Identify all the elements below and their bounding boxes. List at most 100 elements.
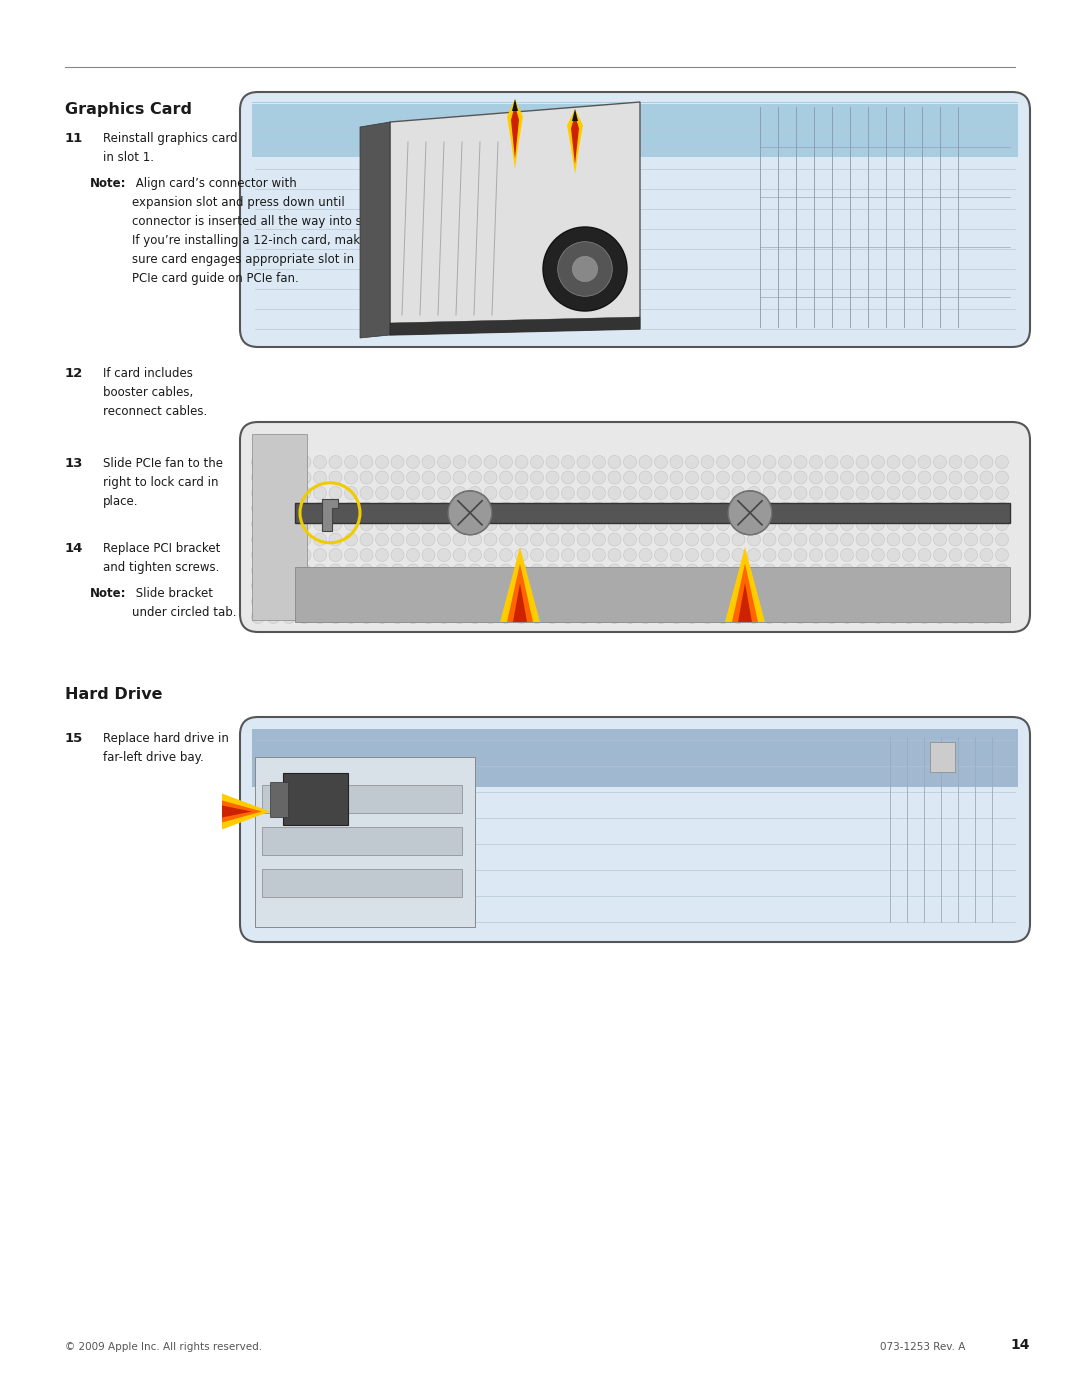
Circle shape <box>376 549 389 562</box>
Circle shape <box>546 549 559 562</box>
Circle shape <box>543 226 627 312</box>
Circle shape <box>593 564 606 577</box>
Circle shape <box>887 564 900 577</box>
Circle shape <box>747 610 760 623</box>
Polygon shape <box>507 563 534 622</box>
Circle shape <box>298 502 311 515</box>
Circle shape <box>406 580 419 592</box>
Circle shape <box>654 502 667 515</box>
Circle shape <box>887 595 900 608</box>
Circle shape <box>810 564 823 577</box>
Circle shape <box>593 595 606 608</box>
Circle shape <box>779 595 792 608</box>
Circle shape <box>716 549 729 562</box>
Circle shape <box>267 564 280 577</box>
Polygon shape <box>732 563 758 622</box>
Circle shape <box>779 486 792 500</box>
Circle shape <box>406 502 419 515</box>
Circle shape <box>933 534 946 546</box>
Circle shape <box>825 471 838 483</box>
Circle shape <box>840 595 853 608</box>
Circle shape <box>406 564 419 577</box>
Circle shape <box>515 595 528 608</box>
Circle shape <box>918 580 931 592</box>
Circle shape <box>391 534 404 546</box>
Circle shape <box>918 455 931 468</box>
Circle shape <box>283 564 296 577</box>
Circle shape <box>469 564 482 577</box>
Circle shape <box>593 517 606 531</box>
Circle shape <box>872 534 885 546</box>
Circle shape <box>577 564 590 577</box>
Circle shape <box>530 580 543 592</box>
Bar <box>252 434 307 620</box>
Circle shape <box>732 580 745 592</box>
Circle shape <box>903 502 916 515</box>
Circle shape <box>996 549 1009 562</box>
Circle shape <box>810 595 823 608</box>
Circle shape <box>810 471 823 483</box>
Circle shape <box>856 471 869 483</box>
Circle shape <box>484 580 497 592</box>
Circle shape <box>283 471 296 483</box>
Circle shape <box>360 486 373 500</box>
Circle shape <box>933 517 946 531</box>
Circle shape <box>577 595 590 608</box>
Circle shape <box>345 549 357 562</box>
Circle shape <box>762 595 777 608</box>
Circle shape <box>701 471 714 483</box>
Circle shape <box>933 595 946 608</box>
Circle shape <box>376 534 389 546</box>
Circle shape <box>949 549 962 562</box>
Circle shape <box>484 517 497 531</box>
Circle shape <box>918 564 931 577</box>
Circle shape <box>360 502 373 515</box>
Circle shape <box>298 564 311 577</box>
Circle shape <box>686 549 699 562</box>
Circle shape <box>298 610 311 623</box>
Circle shape <box>422 595 435 608</box>
Polygon shape <box>500 548 540 622</box>
Circle shape <box>654 517 667 531</box>
Circle shape <box>376 486 389 500</box>
Circle shape <box>903 471 916 483</box>
Circle shape <box>980 595 993 608</box>
Circle shape <box>794 534 807 546</box>
Circle shape <box>345 502 357 515</box>
Circle shape <box>546 471 559 483</box>
Circle shape <box>391 610 404 623</box>
Circle shape <box>252 455 265 468</box>
Circle shape <box>810 580 823 592</box>
Circle shape <box>996 534 1009 546</box>
Circle shape <box>267 486 280 500</box>
Circle shape <box>810 455 823 468</box>
Circle shape <box>794 549 807 562</box>
Circle shape <box>453 502 465 515</box>
Circle shape <box>964 486 977 500</box>
Circle shape <box>670 595 683 608</box>
Circle shape <box>530 502 543 515</box>
Circle shape <box>391 486 404 500</box>
Polygon shape <box>511 105 519 158</box>
Circle shape <box>996 610 1009 623</box>
Circle shape <box>980 471 993 483</box>
Circle shape <box>980 502 993 515</box>
Circle shape <box>298 471 311 483</box>
Circle shape <box>360 549 373 562</box>
Circle shape <box>530 455 543 468</box>
Circle shape <box>856 610 869 623</box>
Circle shape <box>453 595 465 608</box>
Circle shape <box>716 564 729 577</box>
Circle shape <box>437 502 450 515</box>
Circle shape <box>499 564 513 577</box>
Circle shape <box>593 610 606 623</box>
Polygon shape <box>360 122 390 338</box>
Circle shape <box>329 455 342 468</box>
Circle shape <box>964 580 977 592</box>
Circle shape <box>996 455 1009 468</box>
Circle shape <box>572 257 597 282</box>
Circle shape <box>608 580 621 592</box>
Text: 15: 15 <box>65 732 83 745</box>
Circle shape <box>376 610 389 623</box>
Circle shape <box>716 502 729 515</box>
